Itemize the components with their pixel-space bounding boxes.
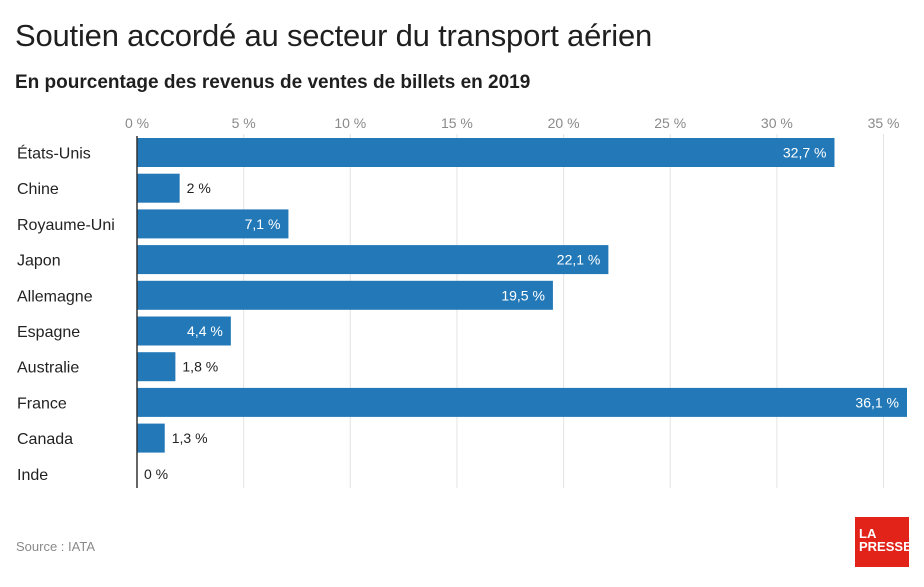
bar bbox=[137, 138, 835, 167]
data-label: 22,1 % bbox=[557, 252, 601, 268]
bar bbox=[137, 173, 180, 203]
chart-title: Soutien accordé au secteur du transport … bbox=[15, 18, 653, 53]
category-label: Chine bbox=[17, 181, 59, 198]
x-tick-label: 15 % bbox=[441, 115, 473, 131]
x-tick-label: 10 % bbox=[334, 115, 366, 131]
data-label: 1,3 % bbox=[172, 430, 208, 446]
data-label: 32,7 % bbox=[783, 145, 827, 161]
data-label: 0 % bbox=[144, 466, 168, 482]
logo-line-2: PRESSE bbox=[859, 539, 912, 554]
data-label: 2 % bbox=[187, 180, 211, 196]
logo-line-1: LA bbox=[859, 526, 877, 541]
bar bbox=[137, 316, 231, 346]
bar bbox=[137, 352, 176, 382]
category-label: France bbox=[17, 395, 67, 412]
bar bbox=[137, 209, 289, 239]
data-label: 19,5 % bbox=[501, 287, 545, 303]
chart-subtitle: En pourcentage des revenus de ventes de … bbox=[15, 72, 531, 93]
x-tick-label: 5 % bbox=[232, 115, 256, 131]
bar bbox=[137, 387, 907, 417]
data-label: 36,1 % bbox=[855, 394, 899, 410]
la-presse-logo: LA PRESSE bbox=[855, 517, 912, 567]
data-label: 7,1 % bbox=[245, 216, 281, 232]
data-label: 1,8 % bbox=[182, 359, 218, 375]
bar bbox=[137, 423, 165, 453]
category-label: Canada bbox=[17, 431, 73, 448]
category-label: Allemagne bbox=[17, 288, 93, 305]
data-label: 4,4 % bbox=[187, 323, 223, 339]
bar bbox=[137, 280, 553, 310]
x-tick-label: 35 % bbox=[868, 115, 900, 131]
category-label: États-Unis bbox=[17, 144, 91, 163]
x-tick-label: 25 % bbox=[654, 115, 686, 131]
category-label: Japon bbox=[17, 253, 61, 270]
x-tick-label: 0 % bbox=[125, 115, 149, 131]
x-tick-label: 30 % bbox=[761, 115, 793, 131]
category-label: Inde bbox=[17, 467, 48, 484]
category-label: Espagne bbox=[17, 324, 80, 341]
category-label: Royaume-Uni bbox=[17, 217, 115, 234]
bar bbox=[137, 245, 609, 275]
category-label: Australie bbox=[17, 360, 79, 377]
x-tick-label: 20 % bbox=[548, 115, 580, 131]
source-note: Source : IATA bbox=[16, 539, 95, 554]
